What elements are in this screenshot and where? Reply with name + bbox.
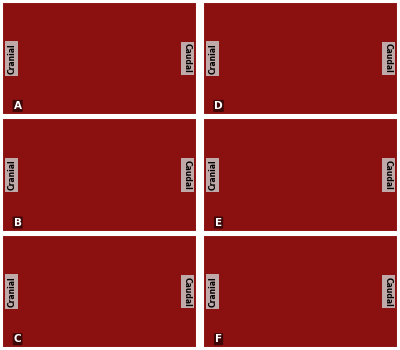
Text: A: A: [14, 101, 22, 111]
Text: Caudal: Caudal: [183, 43, 192, 73]
Text: Cranial: Cranial: [7, 43, 16, 74]
Text: E: E: [215, 218, 222, 228]
Text: Caudal: Caudal: [384, 160, 393, 190]
Text: Caudal: Caudal: [183, 277, 192, 307]
Text: Cranial: Cranial: [7, 160, 16, 190]
Text: C: C: [14, 334, 22, 344]
Text: D: D: [214, 101, 223, 111]
Text: F: F: [215, 334, 222, 344]
Text: Caudal: Caudal: [183, 160, 192, 190]
Text: B: B: [14, 218, 22, 228]
Text: Caudal: Caudal: [384, 277, 393, 307]
Text: Cranial: Cranial: [7, 276, 16, 307]
Text: Caudal: Caudal: [384, 43, 393, 73]
Text: Cranial: Cranial: [208, 43, 217, 74]
Text: Cranial: Cranial: [208, 160, 217, 190]
Text: Cranial: Cranial: [208, 276, 217, 307]
